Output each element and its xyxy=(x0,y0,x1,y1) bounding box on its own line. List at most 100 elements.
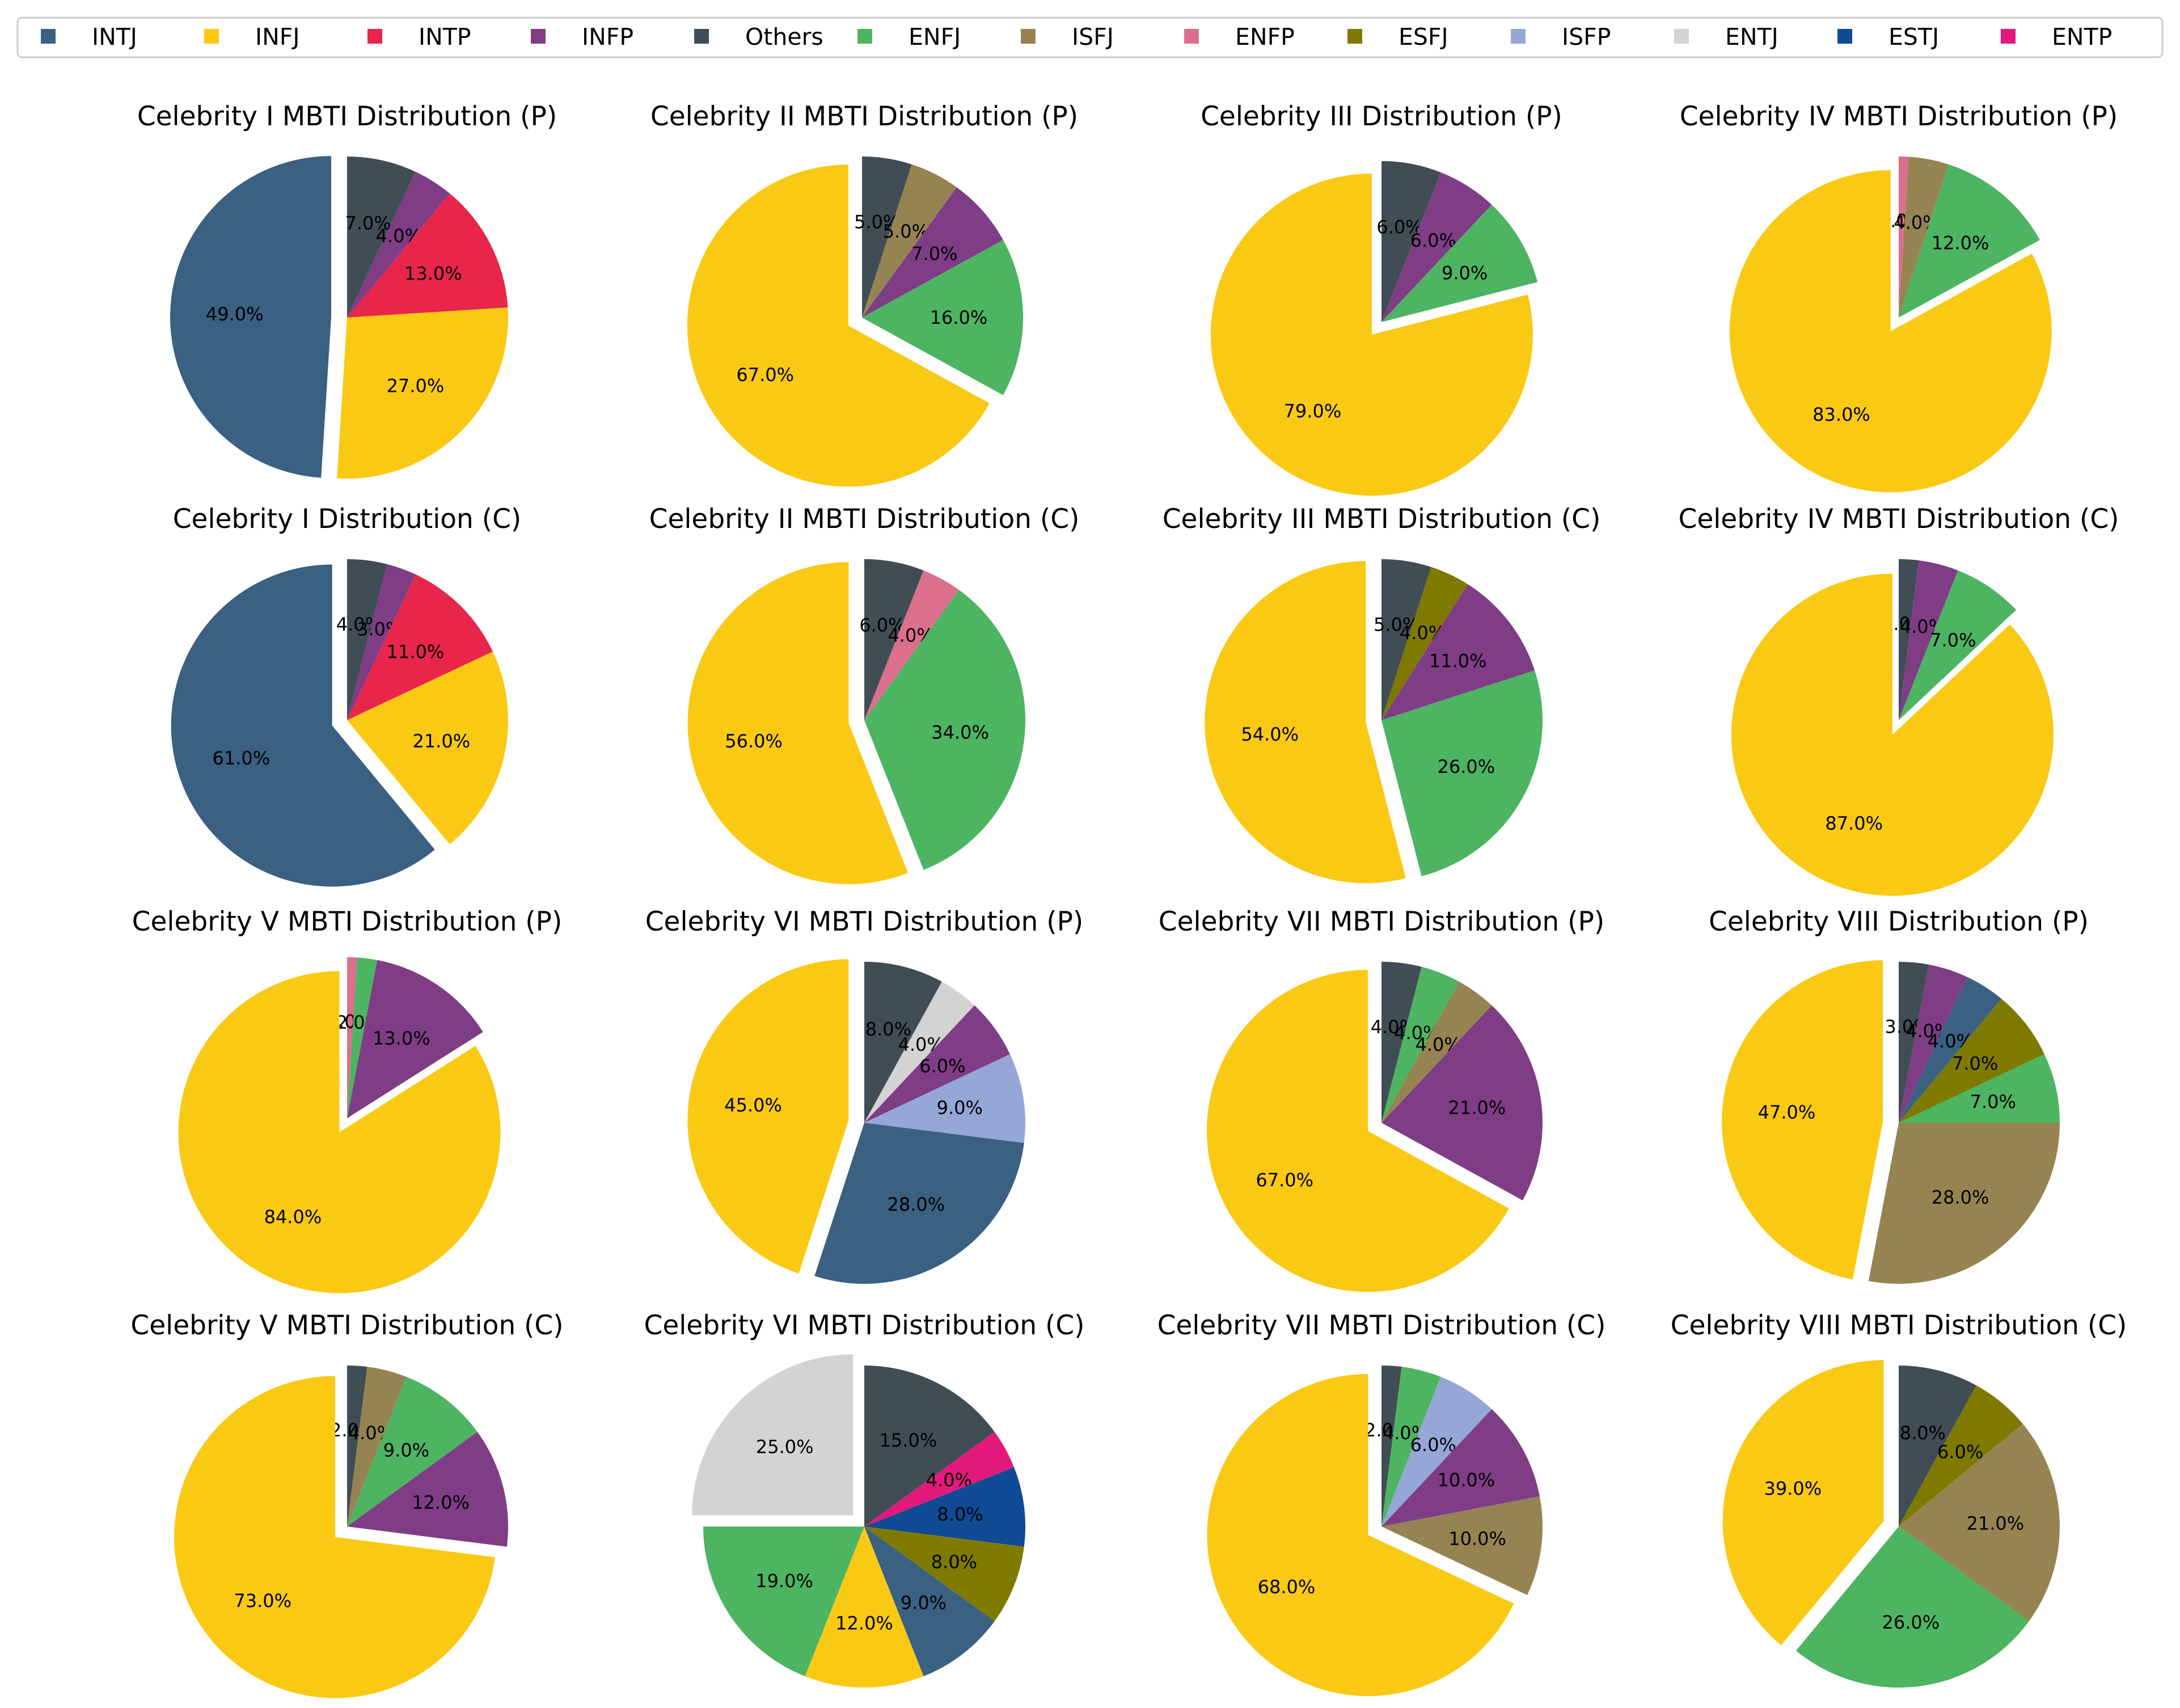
slice-infp xyxy=(1381,584,1535,720)
slice-others xyxy=(1899,1365,1976,1527)
pie-chart-10: Celebrity VI MBTI Distribution (P)8.0%4.… xyxy=(645,906,1083,1284)
legend-swatch-estj xyxy=(1837,29,1852,44)
slice-enfp xyxy=(864,570,959,720)
slice-enfj xyxy=(1381,670,1543,877)
slice-label-enfj: 12.0% xyxy=(1932,232,1989,254)
slice-label-infj: 67.0% xyxy=(1256,1169,1313,1191)
slice-enfj xyxy=(347,1376,478,1527)
legend-label-entp: ENTP xyxy=(2052,23,2112,50)
slice-infj xyxy=(178,971,501,1293)
legend-swatch-infp xyxy=(531,29,546,44)
pie-chart-16: Celebrity VIII MBTI Distribution (C) 8.0%… xyxy=(1671,1310,2127,1688)
slice-enfj xyxy=(1899,1054,2060,1123)
slice-label-infj: 21.0% xyxy=(412,730,470,752)
legend-label-entj: ENTJ xyxy=(1725,23,1778,50)
slice-infj xyxy=(1722,960,1883,1280)
legend-label-intj: INTJ xyxy=(92,23,137,50)
slice-label-others: 15.0% xyxy=(880,1430,937,1451)
slice-isfp xyxy=(864,1054,1025,1143)
slice-label-infj: 84.0% xyxy=(264,1206,322,1228)
slice-label-isfj: 10.0% xyxy=(1448,1528,1506,1549)
slice-others xyxy=(864,559,924,720)
slice-label-enfj: 26.0% xyxy=(1437,756,1495,777)
slice-isfj xyxy=(1868,1123,2060,1284)
slice-enfj xyxy=(1381,966,1459,1123)
slice-enfp xyxy=(1899,157,1909,318)
pie-chart-9: Celebrity V MBTI Distribution (P)1.0%2.0… xyxy=(132,906,562,1293)
slice-label-esfj: 8.0% xyxy=(931,1551,977,1573)
slice-label-intj: 28.0% xyxy=(887,1194,945,1215)
slice-intp xyxy=(347,574,493,720)
chart-title: Celebrity VIII Distribution (P) xyxy=(1709,906,2089,937)
slice-infj xyxy=(687,959,849,1274)
slice-infp xyxy=(347,960,483,1118)
slice-intj xyxy=(170,156,332,478)
legend-swatch-enfj xyxy=(857,29,872,44)
slice-label-infp: 6.0% xyxy=(919,1055,965,1077)
slice-label-infj: 27.0% xyxy=(387,375,445,396)
slice-label-others: 7.0% xyxy=(345,213,391,234)
chart-title: Celebrity I Distribution (C) xyxy=(173,504,522,535)
slice-infp xyxy=(347,172,450,318)
slice-enfj xyxy=(1795,1527,2029,1688)
slice-label-infp: 21.0% xyxy=(1448,1097,1506,1118)
slice-infp xyxy=(1381,172,1492,322)
chart-title: Celebrity VII MBTI Distribution (P) xyxy=(1159,906,1604,937)
slice-label-isfj: 21.0% xyxy=(1966,1513,2024,1534)
slice-label-infj: 12.0% xyxy=(835,1612,893,1634)
slice-infp xyxy=(1381,1409,1540,1527)
legend-label-esfj: ESFJ xyxy=(1399,23,1448,50)
slice-label-infp: 13.0% xyxy=(373,1028,430,1049)
legend-label-others: Others xyxy=(745,23,823,50)
slice-others xyxy=(347,1365,367,1527)
slice-label-infj: 68.0% xyxy=(1258,1576,1316,1597)
slice-enfj xyxy=(1381,204,1538,322)
slice-label-intj: 49.0% xyxy=(206,303,264,325)
pie-chart-12: Celebrity VIII Distribution (P)3.0%4.0%4… xyxy=(1709,906,2089,1284)
slice-enfj xyxy=(1381,1367,1441,1527)
legend-label-isfp: ISFP xyxy=(1562,23,1611,50)
chart-title: Celebrity II MBTI Distribution (P) xyxy=(650,101,1078,132)
slice-enfj xyxy=(1899,570,2017,720)
slice-infj xyxy=(687,164,990,487)
slice-intj xyxy=(864,1527,995,1677)
slice-label-infj: 67.0% xyxy=(736,364,794,386)
slice-others xyxy=(347,559,387,720)
slice-label-others: 6.0% xyxy=(1376,217,1422,238)
slice-estj xyxy=(864,1467,1025,1547)
slice-infp xyxy=(862,187,1003,318)
slice-label-others: 6.0% xyxy=(859,615,905,636)
slice-label-entj: 25.0% xyxy=(756,1436,814,1458)
slice-label-isfp: 9.0% xyxy=(937,1097,983,1118)
slice-label-enfj: 7.0% xyxy=(1930,629,1976,651)
slice-enfj xyxy=(864,590,1025,870)
slice-label-esfj: 7.0% xyxy=(1952,1053,1998,1075)
legend-swatch-isfp xyxy=(1511,29,1526,44)
slice-label-intp: 13.0% xyxy=(404,263,462,285)
slice-isfj xyxy=(347,1367,407,1527)
slice-label-infp: 6.0% xyxy=(1410,230,1456,251)
slice-isfj xyxy=(1899,157,1949,318)
slice-enfj xyxy=(862,240,1023,395)
pie-chart-1: Celebrity I MBTI Distribution (P)7.0%4.0… xyxy=(137,101,557,479)
legend-swatch-esfj xyxy=(1347,29,1362,44)
slice-label-infp: 11.0% xyxy=(1429,650,1487,672)
slice-label-intj: 9.0% xyxy=(901,1592,947,1614)
slice-label-enfj: 26.0% xyxy=(1882,1612,1940,1633)
slice-entj xyxy=(692,1354,854,1516)
legend-label-enfj: ENFJ xyxy=(909,23,961,50)
slice-label-infp: 12.0% xyxy=(412,1492,470,1513)
pie-chart-8: Celebrity IV MBTI Distribution (C)2.0%4.… xyxy=(1679,504,2119,896)
slice-label-isfp: 6.0% xyxy=(1410,1434,1456,1456)
pie-chart-11: Celebrity VII MBTI Distribution (P)4.0%4… xyxy=(1159,906,1604,1292)
pie-chart-3: Celebrity III Distribution (P) 6.0%6.0% 9.… xyxy=(1201,101,1562,496)
slice-label-infj: 56.0% xyxy=(725,730,783,752)
slice-esfj xyxy=(1899,1385,2023,1527)
slice-infj xyxy=(174,1376,495,1698)
slice-label-infj: 39.0% xyxy=(1764,1478,1822,1499)
slice-infj xyxy=(1205,561,1406,883)
slice-others xyxy=(1381,962,1422,1123)
slice-others xyxy=(1381,1365,1402,1527)
slice-label-others: 8.0% xyxy=(1900,1422,1946,1444)
